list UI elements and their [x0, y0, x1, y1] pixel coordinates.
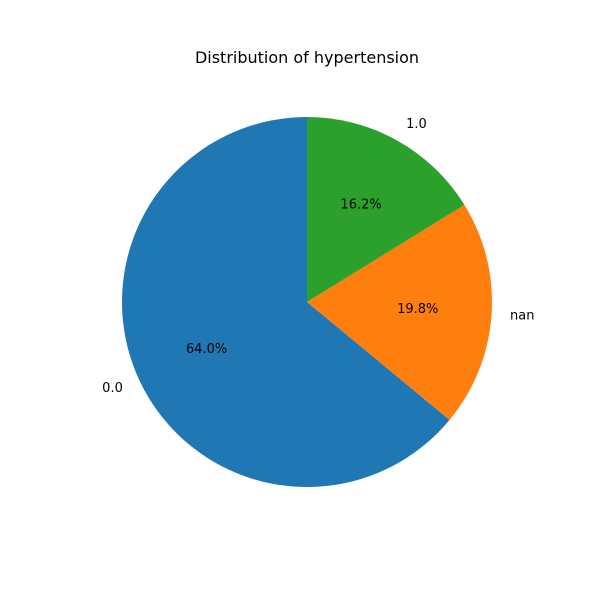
- slice-percent-1.0: 16.2%: [340, 198, 381, 213]
- pie-slices: [122, 117, 493, 488]
- slice-label-1.0: 1.0: [406, 117, 427, 132]
- pie-labels: 0.0 64.0% nan 19.8% 1.0 16.2%: [102, 117, 534, 396]
- chart-title: Distribution of hypertension: [195, 48, 419, 67]
- slice-label-nan: nan: [510, 309, 534, 324]
- slice-label-0.0: 0.0: [102, 381, 123, 396]
- slice-percent-nan: 19.8%: [397, 302, 438, 317]
- pie-slice-1.0: [307, 117, 465, 302]
- pie-slice-0.0: [122, 117, 450, 488]
- pie-slice-nan: [307, 204, 493, 420]
- slice-percent-0.0: 64.0%: [186, 342, 227, 357]
